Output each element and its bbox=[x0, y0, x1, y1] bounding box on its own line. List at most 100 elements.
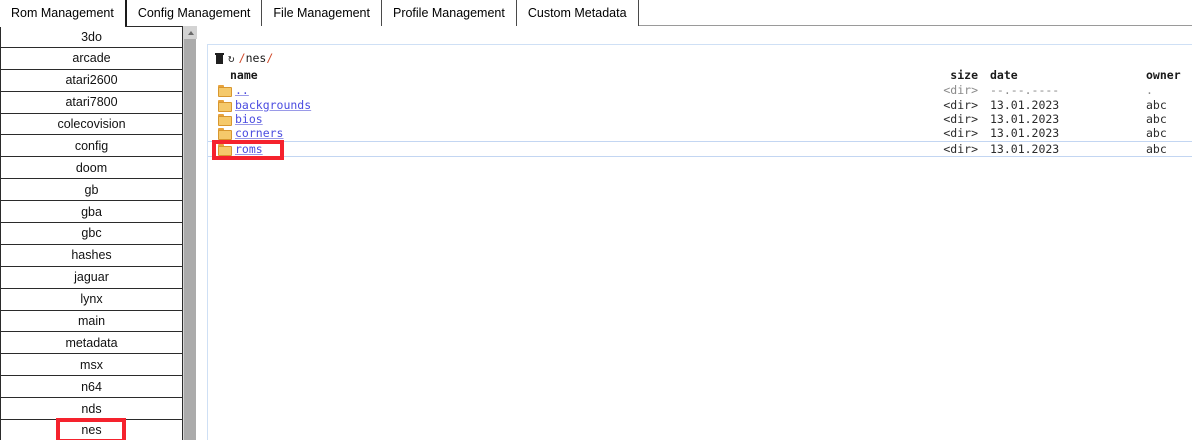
folder-icon bbox=[218, 85, 232, 98]
tab-file-management[interactable]: File Management bbox=[262, 0, 382, 26]
file-name-link[interactable]: corners bbox=[235, 126, 284, 141]
file-table: name size date owner mode .. <dir> --.--.-… bbox=[208, 67, 1192, 160]
sidebar-item-doom[interactable]: doom bbox=[0, 157, 183, 180]
column-header-name[interactable]: name bbox=[230, 68, 258, 82]
path-separator: / bbox=[238, 51, 246, 65]
folder-icon bbox=[218, 143, 232, 156]
sidebar-item-label: msx bbox=[80, 357, 103, 372]
column-header-date[interactable]: date bbox=[990, 68, 1018, 82]
table-row[interactable]: bios<dir>13.01.2023abcrwx r-x r-x bbox=[208, 112, 1192, 126]
file-date-cell: 13.01.2023 bbox=[990, 97, 1060, 112]
sidebar-item-label: nes bbox=[81, 423, 102, 438]
sidebar-item-gba[interactable]: gba bbox=[0, 201, 183, 224]
refresh-icon[interactable]: ↻ bbox=[228, 51, 235, 66]
table-row[interactable]: roms<dir>13.01.2023abcrwx r-x r-x bbox=[208, 139, 1192, 160]
sidebar-item-gbc[interactable]: gbc bbox=[0, 223, 183, 245]
tab-custom-metadata[interactable]: Custom Metadata bbox=[516, 0, 639, 26]
tab-config-management[interactable]: Config Management bbox=[126, 0, 263, 26]
folder-icon bbox=[218, 128, 232, 141]
sidebar-item-colecovision[interactable]: colecovision bbox=[0, 113, 183, 136]
sidebar-item-n64[interactable]: n64 bbox=[0, 376, 183, 399]
sidebar-item-label: atari2600 bbox=[65, 73, 118, 88]
sidebar-item-label: 3do bbox=[81, 29, 102, 44]
path-segment[interactable]: nes bbox=[245, 51, 267, 65]
sidebar-item-label: atari7800 bbox=[65, 95, 118, 110]
tab-label: Rom Management bbox=[11, 6, 114, 20]
sidebar-item-msx[interactable]: msx bbox=[0, 354, 183, 377]
sidebar-item-gb[interactable]: gb bbox=[0, 179, 183, 202]
file-owner-cell: abc bbox=[1146, 97, 1167, 112]
file-size-cell: <dir> bbox=[943, 83, 978, 98]
trash-icon[interactable] bbox=[215, 53, 224, 64]
sidebar-scrollbar[interactable] bbox=[183, 26, 197, 440]
sidebar-item-atari7800[interactable]: atari7800 bbox=[0, 91, 183, 114]
sidebar-item-main[interactable]: main bbox=[0, 310, 183, 333]
file-date-cell: 13.01.2023 bbox=[990, 111, 1060, 126]
sidebar-item-arcade[interactable]: arcade bbox=[0, 47, 183, 70]
sidebar-item-label: colecovision bbox=[57, 117, 126, 131]
tab-label: File Management bbox=[273, 6, 370, 20]
current-path: /nes/ bbox=[239, 52, 274, 65]
file-size-cell: <dir> bbox=[943, 141, 978, 156]
tab-profile-management[interactable]: Profile Management bbox=[381, 0, 517, 26]
file-size-cell: <dir> bbox=[943, 111, 978, 126]
folder-icon bbox=[218, 99, 232, 112]
tab-label: Config Management bbox=[137, 6, 251, 20]
file-table-header: name size date owner mode bbox=[208, 67, 1192, 83]
file-name-link[interactable]: bios bbox=[235, 111, 263, 126]
sidebar-item-atari2600[interactable]: atari2600 bbox=[0, 69, 183, 92]
sidebar-item-label: gb bbox=[84, 182, 99, 197]
file-size-cell: <dir> bbox=[943, 97, 978, 112]
table-row[interactable]: corners<dir>13.01.2023abcrwx r-x r-x bbox=[208, 126, 1192, 141]
sidebar-item-metadata[interactable]: metadata bbox=[0, 332, 183, 355]
sidebar-item-3do[interactable]: 3do bbox=[0, 26, 183, 48]
file-name-cell[interactable]: .. bbox=[218, 83, 249, 98]
file-browser-panel: ↻ /nes/ name size date owner mode .. <dir… bbox=[207, 44, 1192, 440]
sidebar-item-label: main bbox=[77, 314, 106, 329]
scroll-up-arrow-icon[interactable] bbox=[184, 26, 197, 39]
sidebar-item-label: lynx bbox=[80, 292, 103, 307]
sidebar-item-jaguar[interactable]: jaguar bbox=[0, 266, 183, 289]
tab-rom-management[interactable]: Rom Management bbox=[0, 0, 127, 27]
sidebar-item-label: arcade bbox=[72, 51, 111, 66]
file-name-cell[interactable]: roms bbox=[218, 142, 263, 156]
file-name-cell[interactable]: bios bbox=[218, 112, 263, 126]
table-row[interactable]: backgrounds<dir>13.01.2023abcrwx r-x r-x bbox=[208, 97, 1192, 112]
file-owner-cell: abc bbox=[1146, 141, 1167, 156]
file-name-link[interactable]: .. bbox=[235, 83, 249, 98]
sidebar-item-config[interactable]: config bbox=[0, 135, 183, 158]
tab-bar-filler bbox=[638, 0, 1192, 26]
sidebar-item-label: jaguar bbox=[74, 270, 109, 285]
file-date-cell: 13.01.2023 bbox=[990, 141, 1060, 156]
sidebar-item-label: hashes bbox=[71, 248, 112, 263]
sidebar-item-hashes[interactable]: hashes bbox=[0, 244, 183, 267]
file-name-cell[interactable]: backgrounds bbox=[218, 98, 311, 112]
platform-sidebar[interactable]: 3do arcade atari2600 atari7800 colecovision c… bbox=[0, 26, 183, 440]
file-size-cell: <dir> bbox=[943, 126, 978, 141]
main-content-area: ↻ /nes/ name size date owner mode .. <dir… bbox=[198, 26, 1192, 440]
sidebar-item-lynx[interactable]: lynx bbox=[0, 288, 183, 311]
column-header-size[interactable]: size bbox=[950, 68, 978, 82]
file-name-cell[interactable]: corners bbox=[218, 126, 284, 141]
column-header-owner[interactable]: owner bbox=[1146, 68, 1181, 82]
file-owner-cell: abc bbox=[1146, 126, 1167, 141]
file-owner-cell: . bbox=[1146, 83, 1153, 98]
file-date-cell: 13.01.2023 bbox=[990, 126, 1060, 141]
tab-label: Custom Metadata bbox=[527, 6, 627, 20]
path-toolbar: ↻ /nes/ bbox=[215, 52, 273, 65]
sidebar-item-nes[interactable]: nes bbox=[0, 418, 183, 440]
path-separator: / bbox=[266, 51, 274, 65]
table-row[interactable]: ..<dir>--.--.----.--- --- --- bbox=[208, 83, 1192, 98]
file-name-link[interactable]: backgrounds bbox=[235, 97, 312, 112]
sidebar-item-label: config bbox=[74, 138, 109, 153]
tab-bar: Rom Management Config Management File Mana… bbox=[0, 0, 1192, 27]
folder-icon bbox=[218, 113, 232, 126]
sidebar-item-nds[interactable]: nds bbox=[0, 398, 183, 421]
file-name-link[interactable]: roms bbox=[235, 141, 263, 156]
sidebar-item-label: nds bbox=[81, 401, 102, 416]
sidebar-item-label: n64 bbox=[81, 379, 102, 394]
sidebar-item-label: doom bbox=[75, 160, 108, 175]
file-date-cell: --.--.---- bbox=[990, 83, 1060, 98]
sidebar-item-label: gba bbox=[81, 204, 102, 219]
